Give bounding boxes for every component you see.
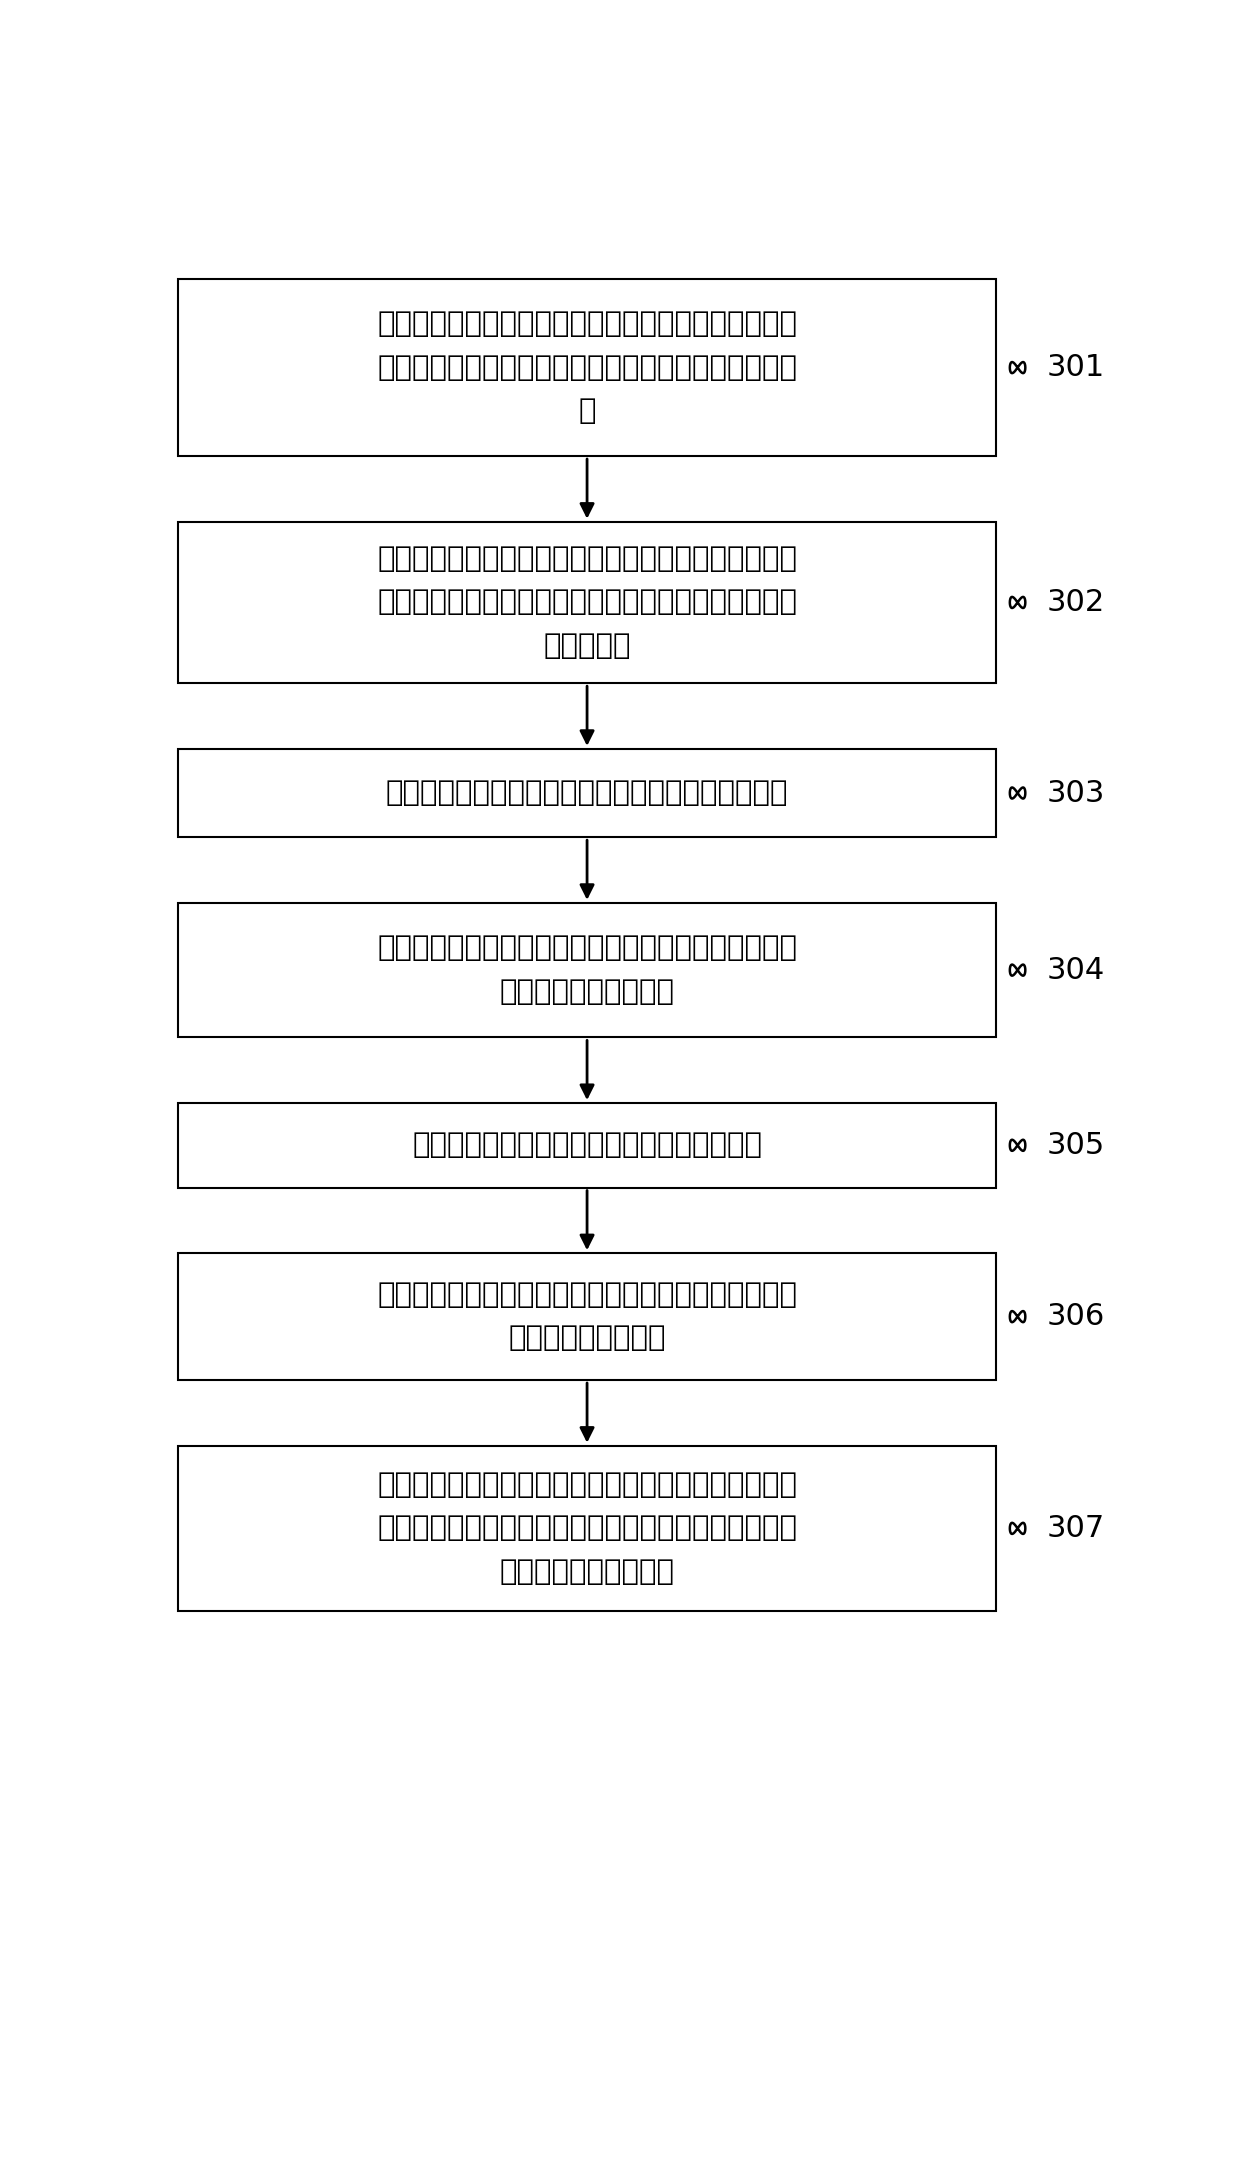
Bar [179,1254,996,1379]
Text: 307: 307 [1047,1513,1105,1544]
Bar [179,903,996,1037]
Text: 根据时间、频率和声道的不同，对第二多声道声音信号
中的至少一组和优化子空间映射模型进行感知编码，并
复用成编码多声道码流: 根据时间、频率和声道的不同，对第二多声道声音信号 中的至少一组和优化子空间映射模… [377,1470,797,1585]
Text: 302: 302 [1047,589,1105,617]
Text: 306: 306 [1047,1301,1105,1331]
Bar [179,1102,996,1189]
Text: 计算第一多声道声音信号的第三统计特性，根据第三统
计特性，将第一多声道声音信号划分为多个分组声音信
号: 计算第一多声道声音信号的第三统计特性，根据第三统 计特性，将第一多声道声音信号划… [377,310,797,424]
Text: 303: 303 [1047,779,1105,808]
Text: 采用优化子空间映射模型，将每个分组声音信号映射为
第二多声道声音信号: 采用优化子空间映射模型，将每个分组声音信号映射为 第二多声道声音信号 [377,1282,797,1353]
Text: 301: 301 [1047,353,1105,381]
Text: 305: 305 [1047,1130,1105,1160]
Bar [179,1446,996,1611]
Text: 将第一频域信号或第一子带信号划分为不同时频子带: 将第一频域信号或第一子带信号划分为不同时频子带 [386,779,789,808]
Bar [179,749,996,838]
Text: 在不同时频子带中的每个时频子带内，计算每个分组声
音信号的第一统计特性: 在不同时频子带中的每个时频子带内，计算每个分组声 音信号的第一统计特性 [377,935,797,1007]
Text: 采用时频变换，将每个分组声音信号映射为第一频域信
号，或者采用子带滤波，将每个分组声音信号映射为第
一子带信号: 采用时频变换，将每个分组声音信号映射为第一频域信 号，或者采用子带滤波，将每个分… [377,546,797,660]
Bar [179,279,996,457]
Text: 304: 304 [1047,955,1105,985]
Text: 根据第一统计特性，估计优化子空间映射模型: 根据第一统计特性，估计优化子空间映射模型 [412,1132,763,1158]
Bar [179,522,996,684]
